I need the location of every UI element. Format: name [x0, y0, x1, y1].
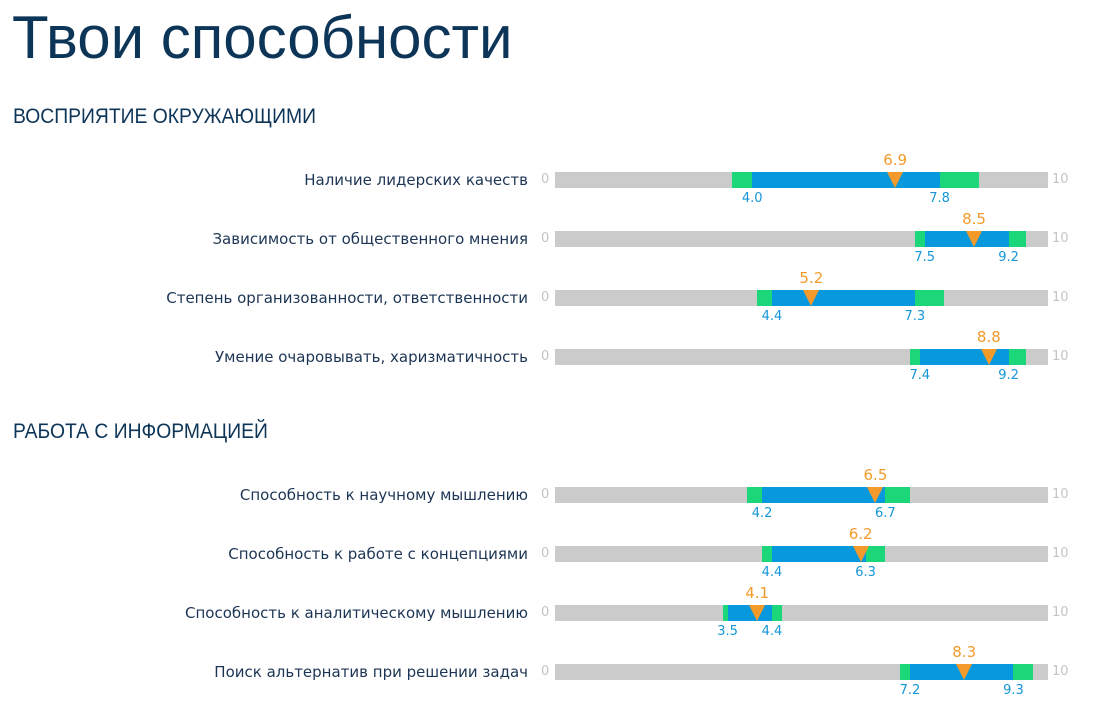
score-track: 6.5 4.2 6.7 — [555, 466, 1048, 521]
scale-max-label: 10 — [1052, 546, 1069, 561]
score-value: 6.9 — [883, 151, 908, 169]
ability-row: Способность к работе с концепциями 0 6.2… — [0, 525, 1100, 601]
scale-max-label: 10 — [1052, 349, 1069, 364]
score-value: 6.2 — [848, 525, 873, 543]
ability-row: Поиск альтернатив при решении задач 0 8.… — [0, 643, 1100, 719]
scale-max-label: 10 — [1052, 290, 1069, 305]
inner-range-band — [752, 172, 940, 188]
score-track: 6.9 4.0 7.8 — [555, 151, 1048, 206]
range-low-value: 4.0 — [741, 191, 763, 206]
ability-row: Наличие лидерских качеств 0 6.9 4.0 7.8 … — [0, 151, 1100, 227]
scale-max-label: 10 — [1052, 172, 1069, 187]
score-track: 8.5 7.5 9.2 — [555, 210, 1048, 265]
ability-row: Зависимость от общественного мнения 0 8.… — [0, 210, 1100, 286]
section-title-information: РАБОТА С ИНФОРМАЦИЕЙ — [13, 420, 268, 443]
scale-max-label: 10 — [1052, 487, 1069, 502]
range-low-value: 7.5 — [914, 250, 936, 265]
scale-min-label: 0 — [541, 231, 550, 246]
score-track: 6.2 4.4 6.3 — [555, 525, 1048, 580]
inner-range-band — [771, 546, 866, 562]
score-marker-icon — [887, 172, 904, 188]
scale-min-label: 0 — [541, 605, 550, 620]
scale-min-label: 0 — [541, 290, 550, 305]
ability-row: Способность к научному мышлению 0 6.5 4.… — [0, 466, 1100, 542]
score-marker-icon — [980, 349, 997, 365]
ability-label: Способность к работе с концепциями — [228, 545, 528, 563]
score-value: 6.5 — [863, 466, 888, 484]
score-marker-icon — [966, 231, 983, 247]
score-marker-icon — [803, 290, 820, 306]
range-high-value: 7.8 — [929, 191, 950, 206]
inner-range-band — [762, 487, 886, 503]
inner-range-band — [771, 290, 915, 306]
ability-label: Способность к научному мышлению — [239, 486, 528, 504]
range-high-value: 6.7 — [874, 506, 896, 521]
range-high-value: 9.2 — [998, 250, 1019, 265]
range-high-value: 9.3 — [1003, 683, 1024, 698]
range-low-value: 4.4 — [761, 309, 783, 324]
range-low-value: 3.5 — [717, 624, 738, 639]
range-high-value: 4.4 — [761, 624, 783, 639]
range-low-value: 4.4 — [761, 565, 783, 580]
score-marker-icon — [867, 487, 884, 503]
score-track: 4.1 3.5 4.4 — [555, 584, 1048, 639]
ability-row: Способность к аналитическому мышлению 0 … — [0, 584, 1100, 660]
ability-row: Умение очаровывать, харизматичность 0 8.… — [0, 328, 1100, 404]
score-value: 8.5 — [962, 210, 986, 228]
scale-min-label: 0 — [541, 546, 550, 561]
score-value: 8.3 — [952, 643, 977, 661]
score-track: 8.3 7.2 9.3 — [555, 643, 1048, 698]
score-track: 8.8 7.4 9.2 — [555, 328, 1048, 383]
scale-max-label: 10 — [1052, 664, 1069, 679]
scale-min-label: 0 — [541, 349, 550, 364]
score-marker-icon — [852, 546, 869, 562]
range-low-value: 4.2 — [751, 506, 773, 521]
score-track: 5.2 4.4 7.3 — [555, 269, 1048, 324]
range-low-value: 7.4 — [909, 368, 931, 383]
ability-label: Умение очаровывать, харизматичность — [215, 348, 528, 366]
scale-min-label: 0 — [541, 172, 550, 187]
scale-min-label: 0 — [541, 487, 550, 502]
score-value: 4.1 — [745, 584, 770, 602]
page-title: Твои способности — [12, 4, 513, 71]
score-value: 8.8 — [976, 328, 1001, 346]
score-value: 5.2 — [799, 269, 824, 287]
range-high-value: 6.3 — [855, 565, 876, 580]
ability-label: Способность к аналитическому мышлению — [185, 604, 528, 622]
scale-min-label: 0 — [541, 664, 550, 679]
score-marker-icon — [956, 664, 973, 680]
scale-max-label: 10 — [1052, 605, 1069, 620]
range-low-value: 7.2 — [899, 683, 921, 698]
section-title-perception: ВОСПРИЯТИЕ ОКРУЖАЮЩИМИ — [13, 105, 317, 128]
ability-label: Степень организованности, ответственност… — [166, 289, 528, 307]
range-high-value: 7.3 — [904, 309, 926, 324]
ability-label: Поиск альтернатив при решении задач — [214, 663, 528, 681]
ability-row: Степень организованности, ответственност… — [0, 269, 1100, 345]
ability-label: Наличие лидерских качеств — [304, 171, 528, 189]
score-marker-icon — [749, 605, 766, 621]
scale-max-label: 10 — [1052, 231, 1069, 246]
ability-label: Зависимость от общественного мнения — [212, 230, 528, 248]
range-high-value: 9.2 — [998, 368, 1019, 383]
